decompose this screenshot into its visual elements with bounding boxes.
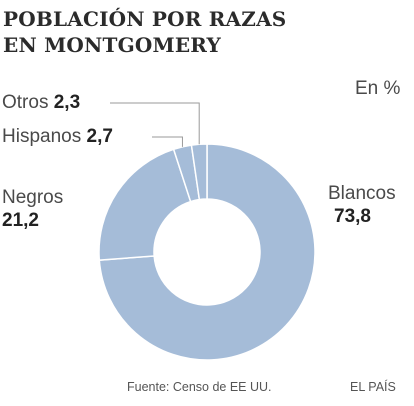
label-hispanos-name: Hispanos	[2, 126, 82, 147]
slice-blancos	[98, 143, 316, 361]
slice-otros	[190, 143, 208, 201]
source-note: Fuente: Censo de EE UU.	[127, 380, 272, 394]
label-blancos-value: 73,8	[334, 206, 371, 227]
label-hispanos-value: 2,7	[86, 126, 113, 147]
chart-title: POBLACIÓN POR RAZAS EN MONTGOMERY	[3, 6, 403, 58]
label-negros-name: Negros	[2, 187, 64, 208]
label-otros: Otros 2,3	[2, 91, 80, 114]
label-negros-value: 21,2	[2, 210, 39, 231]
label-otros-name: Otros	[2, 92, 49, 113]
title-line-2: EN MONTGOMERY	[3, 33, 221, 57]
leader-lines	[110, 102, 200, 147]
brand-logo: EL PAÍS	[350, 380, 396, 394]
label-hispanos: Hispanos 2,7	[2, 125, 113, 148]
label-blancos-name: Blancos	[328, 183, 396, 204]
leader-line-otros	[110, 102, 200, 145]
unit-label: En %	[355, 78, 401, 99]
title-line-1: POBLACIÓN POR RAZAS	[3, 7, 287, 31]
label-blancos: Blancos 73,8	[328, 182, 396, 228]
donut-slices	[98, 143, 316, 361]
label-negros: Negros 21,2	[2, 186, 63, 232]
slice-negros	[98, 148, 192, 261]
leader-line-hispanos	[152, 136, 183, 147]
label-otros-value: 2,3	[53, 92, 81, 113]
